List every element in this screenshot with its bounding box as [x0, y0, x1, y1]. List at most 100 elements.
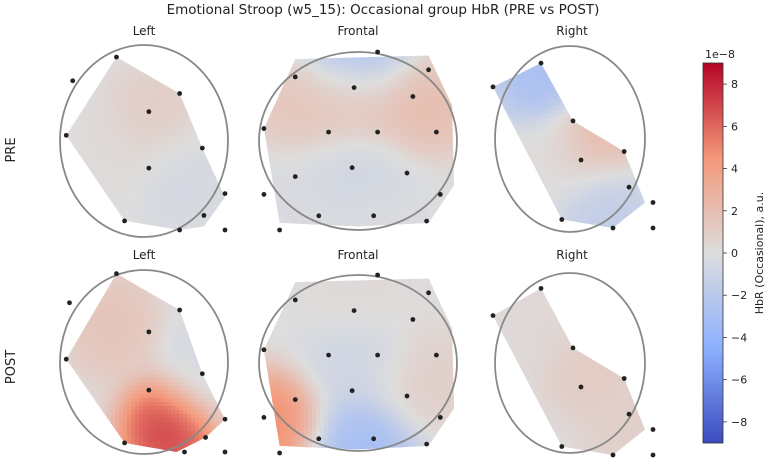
- heatmap-cell: [497, 70, 502, 75]
- heatmap-cell: [223, 84, 226, 89]
- heatmap-cell: [645, 94, 650, 99]
- heatmap-cell: [356, 132, 361, 137]
- heatmap-cell: [159, 156, 164, 161]
- heatmap-cell: [91, 140, 96, 145]
- heatmap-cell: [272, 84, 277, 89]
- heatmap-cell: [605, 138, 610, 143]
- heatmap-cell: [529, 134, 534, 139]
- heatmap-cell: [416, 228, 421, 233]
- heatmap-cell: [344, 112, 349, 117]
- heatmap-cell: [569, 142, 574, 147]
- heatmap-cell: [364, 152, 369, 157]
- heatmap-cell: [609, 86, 614, 91]
- heatmap-cell: [304, 140, 309, 145]
- heatmap-cell: [280, 120, 285, 125]
- heatmap-cell: [79, 108, 84, 113]
- heatmap-cell: [280, 132, 285, 137]
- heatmap-cell: [83, 120, 88, 125]
- heatmap-cell: [139, 108, 144, 113]
- heatmap-cell: [380, 216, 385, 221]
- heatmap-cell: [296, 164, 301, 169]
- heatmap-cell: [91, 92, 96, 97]
- heatmap-cell: [91, 204, 96, 209]
- heatmap-cell: [171, 128, 176, 133]
- heatmap-cell: [111, 84, 116, 89]
- heatmap-cell: [135, 108, 140, 113]
- heatmap-cell: [203, 216, 208, 221]
- heatmap-cell: [159, 140, 164, 145]
- heatmap-cell: [312, 200, 317, 205]
- heatmap-cell: [420, 144, 425, 149]
- heatmap-cell: [171, 100, 176, 105]
- heatmap-cell: [416, 148, 421, 153]
- heatmap-cell: [372, 76, 377, 81]
- heatmap-cell: [155, 57, 160, 61]
- heatmap-cell: [95, 108, 100, 113]
- heatmap-cell: [215, 180, 220, 185]
- heatmap-cell: [75, 168, 80, 173]
- heatmap-cell: [557, 74, 562, 79]
- heatmap-cell: [75, 120, 80, 125]
- heatmap-cell: [223, 176, 226, 181]
- heatmap-cell: [143, 148, 148, 153]
- heatmap-cell: [263, 200, 265, 205]
- heatmap-cell: [364, 164, 369, 169]
- heatmap-cell: [171, 216, 176, 221]
- heatmap-cell: [396, 92, 401, 97]
- heatmap-cell: [276, 108, 281, 113]
- heatmap-cell: [388, 176, 393, 181]
- heatmap-cell: [75, 64, 80, 69]
- heatmap-cell: [589, 102, 594, 107]
- heatmap-cell: [597, 126, 602, 131]
- heatmap-cell: [87, 168, 92, 173]
- heatmap-cell: [424, 156, 429, 161]
- heatmap-cell: [629, 98, 634, 103]
- heatmap-cell: [159, 188, 164, 193]
- heatmap-cell: [83, 60, 88, 65]
- heatmap-cell: [416, 132, 421, 137]
- heatmap-cell: [91, 164, 96, 169]
- heatmap-cell: [83, 136, 88, 141]
- heatmap-cell: [87, 156, 92, 161]
- heatmap-cell: [412, 84, 417, 89]
- heatmap-cell: [332, 72, 337, 77]
- heatmap-cell: [557, 78, 562, 83]
- heatmap-cell: [444, 160, 449, 165]
- heatmap-cell: [424, 152, 429, 157]
- heatmap-cell: [517, 82, 522, 87]
- heatmap-cell: [625, 63, 630, 67]
- heatmap-cell: [348, 224, 353, 227]
- heatmap-cell: [344, 92, 349, 97]
- heatmap-cell: [83, 188, 88, 193]
- heatmap-cell: [223, 57, 226, 61]
- heatmap-cell: [147, 188, 152, 193]
- heatmap-cell: [549, 102, 554, 107]
- heatmap-cell: [356, 76, 361, 81]
- heatmap-cell: [356, 200, 361, 205]
- heatmap-cell: [605, 106, 610, 111]
- heatmap-cell: [424, 228, 429, 233]
- heatmap-cell: [336, 108, 341, 113]
- heatmap-cell: [139, 100, 144, 105]
- heatmap-cell: [155, 64, 160, 69]
- heatmap-cell: [155, 80, 160, 85]
- heatmap-cell: [380, 148, 385, 153]
- heatmap-cell: [95, 176, 100, 181]
- heatmap-cell: [75, 88, 80, 93]
- heatmap-cell: [400, 200, 405, 205]
- heatmap-cell: [135, 112, 140, 117]
- heatmap-cell: [272, 55, 277, 57]
- heatmap-cell: [581, 58, 586, 63]
- heatmap-cell: [219, 200, 224, 205]
- heatmap-cell: [127, 80, 132, 85]
- heatmap-cell: [183, 72, 188, 77]
- heatmap-cell: [340, 116, 345, 121]
- heatmap-cell: [143, 72, 148, 77]
- heatmap-cell: [424, 212, 429, 217]
- heatmap-cell: [131, 220, 136, 225]
- heatmap-cell: [143, 92, 148, 97]
- heatmap-cell: [91, 80, 96, 85]
- heatmap-cell: [103, 132, 108, 137]
- heatmap-cell: [428, 84, 433, 89]
- heatmap-cell: [127, 200, 132, 205]
